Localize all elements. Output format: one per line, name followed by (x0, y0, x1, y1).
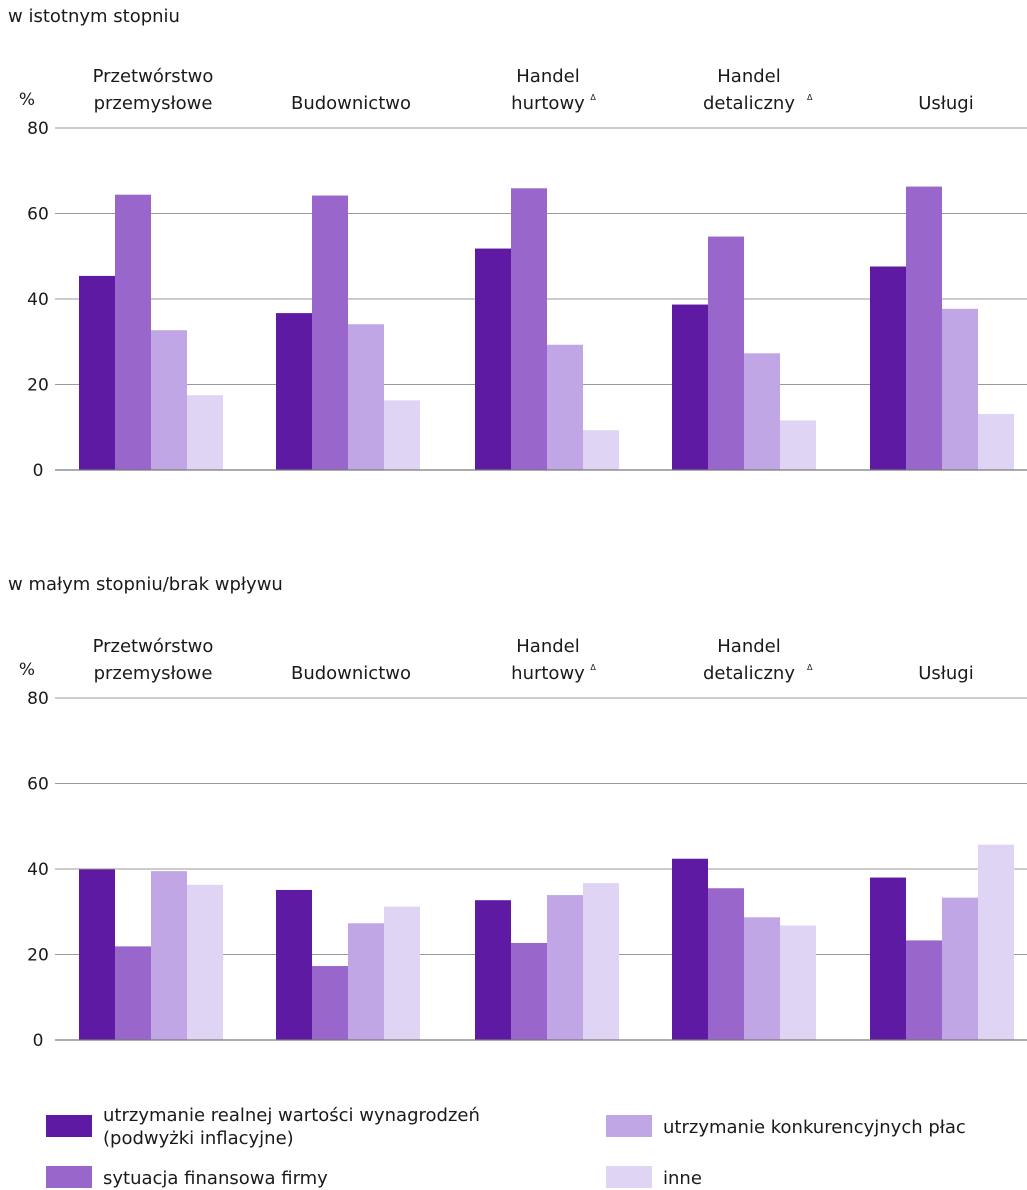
top-ylabel: % (19, 90, 35, 110)
bottom-category-label-1-line1: Przetwórstwo (93, 636, 214, 657)
top-category-label-4-line2: detaliczny (703, 93, 795, 114)
bottom-bar-series2-cat4 (708, 888, 744, 1040)
top-category-label-4-line1: Handel (717, 66, 780, 87)
bottom-category-label-1-line2: przemysłowe (94, 663, 213, 684)
top-bar-series1-cat1 (79, 275, 115, 470)
bottom-category-label-5-line2: Usługi (918, 663, 974, 684)
legend-label-series-2: sytuacja finansowa firmy (103, 1168, 328, 1189)
bottom-ytick-80: 80 (27, 689, 49, 709)
bottom-bar-series1-cat3 (475, 900, 511, 1040)
bottom-category-label-3-line1: Handel (516, 636, 579, 657)
bottom-bar-series1-cat4 (672, 858, 708, 1040)
bottom-bar-series3-cat3 (547, 895, 583, 1040)
top-bar-series4-cat1 (187, 395, 223, 470)
bottom-bar-series2-cat2 (312, 966, 348, 1040)
bottom-bar-chart: 0 20 40 60 80% Przetwórstwo przemysłowe Budowni… (19, 636, 1027, 1051)
bottom-bar-series4-cat5 (978, 844, 1014, 1040)
legend-swatch-series-1 (46, 1115, 92, 1137)
bottom-category-label-2-line2: Budownictwo (291, 663, 411, 684)
top-ytick-20: 20 (27, 376, 49, 396)
top-bar-series3-cat1 (151, 330, 187, 470)
top-ytick-60: 60 (27, 205, 49, 225)
bottom-bar-series1-cat5 (870, 877, 906, 1040)
top-bar-series2-cat4 (708, 236, 744, 470)
top-bar-series1-cat2 (276, 313, 312, 470)
legend-label-series-3: utrzymanie konkurencyjnych płac (663, 1117, 966, 1138)
top-bar-series1-cat5 (870, 266, 906, 470)
top-bar-series3-cat2 (348, 324, 384, 470)
top-category-mark-4: Δ (807, 93, 813, 102)
bottom-category-label-3-line2: hurtowy (511, 663, 585, 684)
bottom-bar-series4-cat4 (780, 925, 816, 1040)
top-bar-series3-cat4 (744, 353, 780, 470)
bottom-ylabel: % (19, 660, 35, 680)
bottom-ytick-40: 40 (27, 860, 49, 880)
bottom-bar-series3-cat4 (744, 917, 780, 1040)
bottom-category-mark-4: Δ (807, 663, 813, 672)
top-category-label-3-line2: hurtowy (511, 93, 585, 114)
bottom-ytick-0: 0 (33, 1031, 44, 1051)
top-bar-series4-cat2 (384, 400, 420, 470)
legend-swatch-series-4 (606, 1166, 652, 1188)
top-bar-series4-cat5 (978, 413, 1014, 470)
bottom-ytick-20: 20 (27, 946, 49, 966)
bottom-bar-series3-cat1 (151, 871, 187, 1040)
top-category-label-2-line2: Budownictwo (291, 93, 411, 114)
bottom-bar-series3-cat5 (942, 897, 978, 1040)
top-bar-series2-cat5 (906, 186, 942, 470)
legend-label-series-4: inne (663, 1168, 702, 1189)
bottom-bar-series2-cat3 (511, 942, 547, 1040)
top-bar-series3-cat3 (547, 344, 583, 470)
top-ytick-80: 80 (27, 119, 49, 139)
top-category-label-5-line2: Usługi (918, 93, 974, 114)
bottom-bar-series4-cat2 (384, 906, 420, 1040)
top-bar-series3-cat5 (942, 308, 978, 470)
top-bar-series1-cat3 (475, 248, 511, 470)
bottom-category-mark-3: Δ (590, 663, 596, 672)
top-ytick-40: 40 (27, 290, 49, 310)
bottom-bar-series2-cat1 (115, 946, 151, 1040)
bottom-category-label-4-line2: detaliczny (703, 663, 795, 684)
top-category-mark-3: Δ (590, 93, 596, 102)
top-bar-series2-cat2 (312, 195, 348, 471)
legend-label-series-1: utrzymanie realnej wartości wynagrodzeń … (103, 1105, 480, 1149)
top-chart-title: w istotnym stopniu (8, 6, 180, 27)
top-bar-series4-cat3 (583, 430, 619, 470)
top-category-label-3-line1: Handel (516, 66, 579, 87)
top-bar-chart: 0 20 40 60 80% Przetwórstwo przemysłowe Budowni… (19, 66, 1027, 481)
top-category-label-1-line1: Przetwórstwo (93, 66, 214, 87)
top-ytick-0: 0 (33, 461, 44, 481)
bottom-bar-series4-cat3 (583, 883, 619, 1040)
bottom-chart-title: w małym stopniu/brak wpływu (8, 574, 283, 595)
legend-swatch-series-2 (46, 1166, 92, 1188)
legend-swatch-series-3 (606, 1115, 652, 1137)
top-bar-series4-cat4 (780, 420, 816, 470)
top-category-label-1-line2: przemysłowe (94, 93, 213, 114)
top-bar-series2-cat3 (511, 188, 547, 470)
bottom-ytick-60: 60 (27, 775, 49, 795)
bottom-bar-series2-cat5 (906, 940, 942, 1040)
bottom-bar-series1-cat1 (79, 869, 115, 1040)
top-bar-series2-cat1 (115, 194, 151, 470)
bottom-bar-series1-cat2 (276, 889, 312, 1040)
bottom-bar-series3-cat2 (348, 923, 384, 1040)
top-bar-series1-cat4 (672, 304, 708, 470)
bottom-bar-series4-cat1 (187, 884, 223, 1040)
bottom-category-label-4-line1: Handel (717, 636, 780, 657)
